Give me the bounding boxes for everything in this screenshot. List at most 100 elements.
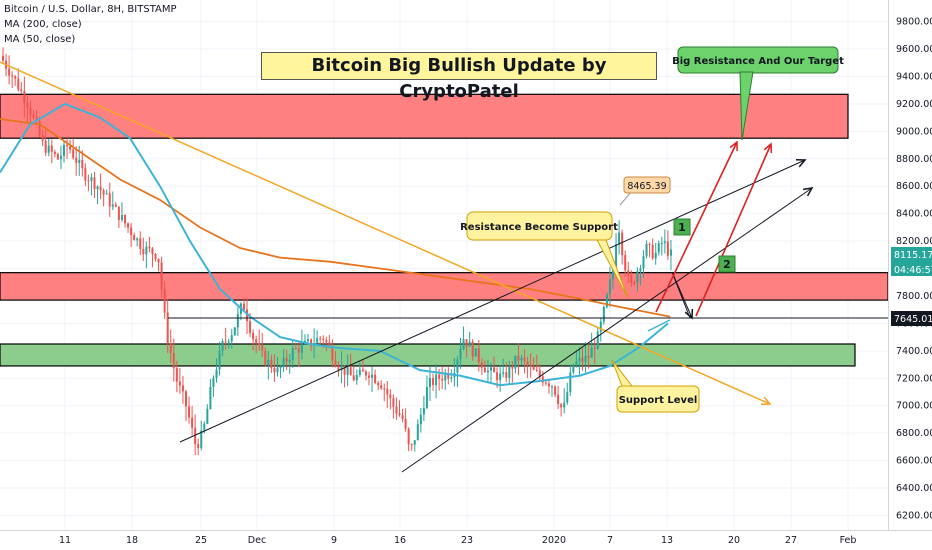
candle-body — [203, 423, 206, 431]
legend-symbol: Bitcoin / U.S. Dollar, 8H, BITSTAMP — [4, 4, 177, 15]
candle-body — [566, 392, 569, 403]
line-level-tag: 7645.01 — [891, 311, 932, 326]
candle-body — [660, 243, 663, 245]
candle-body — [316, 338, 319, 344]
price-tick-label: 7200.00 — [896, 373, 932, 384]
time-tick-label: 25 — [195, 535, 207, 546]
candle-body — [352, 375, 355, 381]
candle-body — [621, 232, 624, 256]
candle-body — [529, 365, 532, 367]
candle-body — [535, 369, 538, 371]
candle-body — [569, 372, 572, 393]
candle-body — [212, 378, 215, 387]
candle-body — [547, 383, 550, 387]
candle-body — [383, 388, 386, 390]
candle-body — [127, 223, 130, 228]
candle-body — [541, 376, 544, 383]
candle-body — [395, 406, 398, 414]
time-axis: 11 18 25 Dec 9 16 23 2020 7 13 20 27 Feb — [0, 530, 932, 546]
zone-1 — [0, 93, 849, 139]
candle-body — [279, 366, 282, 368]
candle-body — [59, 155, 62, 160]
candle-body — [169, 343, 172, 354]
candle-body — [14, 76, 17, 79]
candle-body — [325, 339, 328, 343]
candle-body — [346, 367, 349, 375]
candle-body — [517, 355, 520, 361]
candle-body — [181, 385, 184, 392]
candle-body — [44, 140, 47, 153]
time-tick-label: Feb — [840, 535, 857, 546]
candle-body — [75, 157, 78, 163]
zones-layer — [0, 93, 889, 367]
descending-trendline — [0, 61, 771, 405]
candle-body — [328, 342, 331, 347]
candle-body — [105, 193, 108, 195]
candle-body — [514, 355, 517, 369]
channel-upper-line — [179, 159, 806, 443]
candle-body — [465, 339, 468, 347]
candle-body — [148, 246, 151, 249]
candle-body — [41, 135, 44, 141]
candle-body — [26, 102, 29, 108]
candle-body — [294, 348, 297, 350]
candle-body — [29, 107, 32, 115]
candle-body — [50, 145, 53, 152]
candle-body — [200, 430, 203, 449]
candle-body — [374, 374, 377, 384]
price-tick-label: 7800.00 — [896, 291, 932, 302]
candle-body — [90, 177, 93, 181]
time-tick-label: 27 — [785, 535, 797, 546]
candle-body — [236, 313, 239, 328]
candle-body — [508, 365, 511, 378]
price-tick-label: 9400.00 — [896, 71, 932, 82]
candle-body — [133, 234, 136, 241]
candle-body — [581, 358, 584, 363]
candle-body — [401, 415, 404, 419]
candle-body — [53, 151, 56, 155]
price-tick-label: 6600.00 — [896, 456, 932, 467]
candle-body — [532, 366, 535, 370]
red-arrow-1-head — [729, 140, 738, 152]
legend-ma50: MA (50, close) — [4, 34, 76, 45]
candle-body — [307, 339, 309, 341]
price-tick-label: 8800.00 — [896, 154, 932, 165]
candle-body — [246, 309, 248, 322]
candle-body — [450, 377, 453, 379]
zigzag-path — [671, 271, 691, 319]
candle-body — [471, 341, 474, 357]
zigzag-down — [671, 271, 693, 319]
candle-body — [636, 271, 639, 283]
candle-body — [630, 275, 633, 283]
price-tick-label: 7000.00 — [896, 401, 932, 412]
candle-body — [639, 268, 642, 272]
price-tick-label: 9600.00 — [896, 44, 932, 55]
candle-body — [209, 386, 212, 409]
time-tick-label: Dec — [248, 535, 266, 546]
candle-body — [404, 418, 407, 429]
candle-body — [499, 373, 502, 381]
candle-body — [425, 387, 428, 409]
red-arrow-2 — [695, 143, 772, 317]
price-tick-label: 6200.00 — [896, 511, 932, 522]
candle-body — [331, 346, 334, 361]
candle-body — [575, 361, 578, 365]
candle-body — [288, 360, 291, 362]
candle-body — [633, 282, 636, 284]
candle-body — [230, 335, 233, 342]
candle-body — [462, 339, 465, 349]
candle-body — [602, 306, 605, 322]
support-level-text: Support Level — [619, 395, 698, 406]
candle-body — [172, 353, 175, 369]
candle-body — [416, 424, 419, 441]
price-tick-label: 8400.00 — [896, 209, 932, 220]
time-tick-label: 18 — [126, 535, 138, 546]
time-tick-label: 13 — [661, 535, 673, 546]
candle-body — [642, 256, 645, 269]
candle-body — [389, 394, 392, 399]
candle-body — [157, 258, 160, 263]
candle-body — [145, 246, 148, 255]
candle-body — [56, 154, 59, 160]
drawings-layer — [0, 61, 888, 473]
